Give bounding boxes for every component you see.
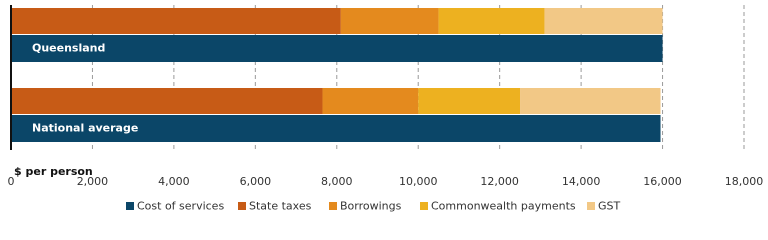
legend-item: Commonwealth payments	[420, 200, 576, 213]
x-tick-label: 8,000	[321, 175, 353, 188]
bar-segment	[520, 88, 661, 114]
bar	[11, 115, 661, 142]
legend-swatch	[587, 202, 595, 210]
page: $ per person 0 2,000 4,000 6,000 8,000 10,000…	[7, 5, 764, 213]
legend-label: Commonwealth payments	[431, 200, 576, 213]
x-tick-label: 12,000	[480, 175, 519, 188]
bar-segment	[11, 8, 341, 34]
bar-segment	[11, 88, 323, 114]
bar-segment	[544, 8, 663, 34]
legend-item: GST	[587, 200, 621, 213]
x-tick-label: 4,000	[158, 175, 190, 188]
legend-label: State taxes	[249, 200, 312, 213]
x-tick-label: 2,000	[77, 175, 109, 188]
legend-swatch	[329, 202, 337, 210]
legend-item: Cost of services	[126, 200, 224, 213]
bar-segment	[438, 8, 545, 34]
category-label: National average	[32, 122, 138, 135]
bar-segment	[322, 88, 419, 114]
bar-segment	[418, 88, 521, 114]
legend-swatch	[238, 202, 246, 210]
category-label: Queensland	[32, 42, 105, 55]
x-tick-label: 10,000	[399, 175, 438, 188]
x-tick-label: 18,000	[725, 175, 764, 188]
legend-label: Cost of services	[137, 200, 224, 213]
x-axis-label: $ per person	[14, 165, 93, 178]
x-tick-label: 0	[8, 175, 15, 188]
x-tick-label: 6,000	[240, 175, 272, 188]
legend-item: Borrowings	[329, 200, 402, 213]
legend-swatch	[420, 202, 428, 210]
legend-swatch	[126, 202, 134, 210]
legend-label: Borrowings	[340, 200, 402, 213]
x-tick-label: 14,000	[562, 175, 601, 188]
bar	[11, 35, 663, 62]
chart: $ per person 0 2,000 4,000 6,000 8,000 10,000…	[8, 5, 764, 213]
legend-item: State taxes	[238, 200, 312, 213]
bar-segment	[340, 8, 439, 34]
x-tick-label: 16,000	[643, 175, 682, 188]
legend-label: GST	[598, 200, 621, 213]
